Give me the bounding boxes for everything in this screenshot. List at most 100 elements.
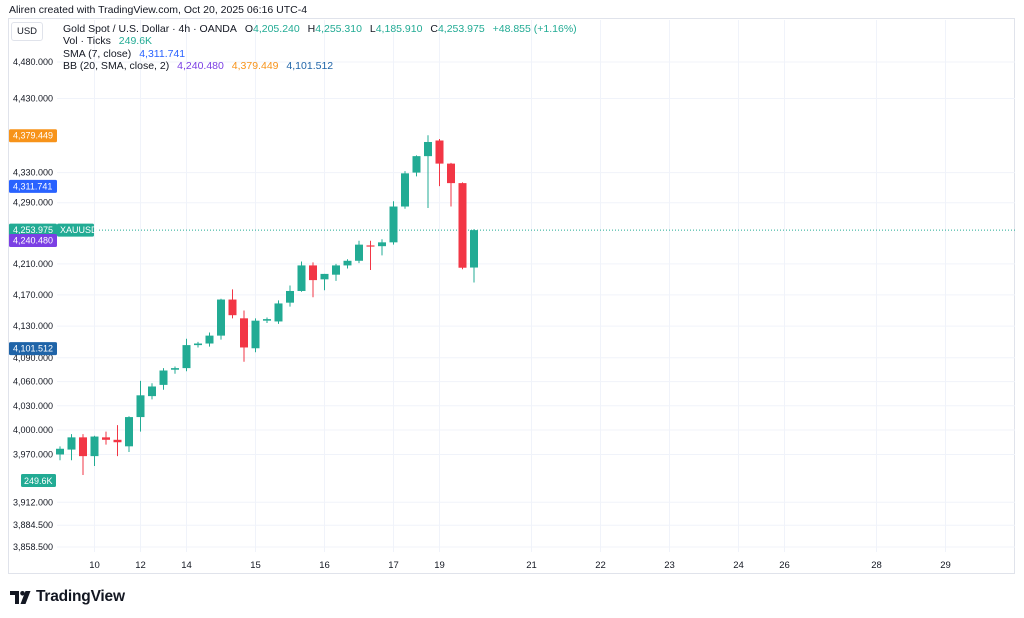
legend-volume-row[interactable]: Vol · Ticks 249.6K xyxy=(63,35,577,47)
legend-sma-value: 4,311.741 xyxy=(139,47,186,60)
candle-body xyxy=(355,244,363,261)
candle-body xyxy=(458,183,467,268)
candle-down[interactable] xyxy=(435,139,444,187)
bb-basis-tag: 4,240.480 xyxy=(9,233,57,247)
candle-up[interactable] xyxy=(274,300,283,324)
candle-up[interactable] xyxy=(159,368,168,390)
candle-down[interactable] xyxy=(79,434,87,476)
candle-up[interactable] xyxy=(67,434,76,461)
candle-down[interactable] xyxy=(458,182,467,270)
legend-bb-label: BB (20, SMA, close, 2) xyxy=(63,59,170,72)
candle-up[interactable] xyxy=(320,273,329,291)
candle-down[interactable] xyxy=(309,262,317,298)
candle-up[interactable] xyxy=(412,155,421,177)
price-tags: 4,379.449 4,311.741 4,253.975 XAUUSD 4,240.4… xyxy=(9,129,98,487)
candle-down[interactable] xyxy=(447,162,455,207)
bb-lower-tag-text: 4,101.512 xyxy=(13,344,53,354)
x-tick-label: 10 xyxy=(89,560,100,571)
legend-close-label: C xyxy=(430,23,438,35)
candle-up[interactable] xyxy=(171,366,179,374)
candle-body xyxy=(67,437,76,450)
bb-upper-tag-text: 4,379.449 xyxy=(13,131,53,141)
candle-up[interactable] xyxy=(401,171,409,209)
candle-down[interactable] xyxy=(240,310,248,362)
legend-high-value: 4,255.310 xyxy=(315,23,362,35)
candle-up[interactable] xyxy=(148,383,156,400)
candle-up[interactable] xyxy=(355,240,363,264)
candle-up[interactable] xyxy=(125,416,133,453)
candle-up[interactable] xyxy=(286,285,294,307)
candle-up[interactable] xyxy=(251,318,260,353)
candle-body xyxy=(332,265,340,275)
legend-bb-upper-value: 4,379.449 xyxy=(231,59,279,72)
candle-body xyxy=(343,260,352,266)
legend-high-label: H xyxy=(307,23,316,35)
y-tick-label: 4,290.000 xyxy=(13,198,53,208)
candle-body xyxy=(366,245,375,247)
volume-tag-bg xyxy=(21,474,56,487)
currency-button[interactable]: USD xyxy=(11,22,43,41)
legend-bb-row[interactable]: BB (20, SMA, close, 2) 4,240.480 4,379.4… xyxy=(63,60,577,72)
candle-body xyxy=(435,140,444,164)
candle-down[interactable] xyxy=(228,289,237,319)
candle-body xyxy=(251,320,260,349)
price-axis: 4,480.000 4,430.000 4,330.000 4,290.000 4,21… xyxy=(13,57,53,552)
last-price-tag-symbol-bg xyxy=(57,223,94,237)
legend-open-label: O xyxy=(244,23,253,35)
tradingview-logo-icon xyxy=(10,590,31,604)
x-tick-label: 28 xyxy=(871,560,882,571)
tradingview-logo[interactable]: TradingView xyxy=(10,588,125,606)
candle-up[interactable] xyxy=(424,135,432,209)
legend-sma-label: SMA (7, close) xyxy=(63,47,132,60)
candle-down[interactable] xyxy=(366,240,375,271)
time-axis: 10 12 14 15 16 17 19 21 22 23 24 26 28 29 xyxy=(89,560,951,571)
x-tick-label: 17 xyxy=(388,560,399,571)
candle-up[interactable] xyxy=(297,261,306,292)
candle-body xyxy=(401,173,409,207)
x-tick-label: 19 xyxy=(434,560,445,571)
candle-body xyxy=(159,370,168,385)
x-tick-label: 29 xyxy=(940,560,951,571)
candle-down[interactable] xyxy=(113,425,122,457)
candle-up[interactable] xyxy=(56,446,64,461)
candle-body xyxy=(274,303,283,322)
x-tick-label: 22 xyxy=(595,560,606,571)
legend-symbol-row[interactable]: Gold Spot / U.S. Dollar · 4h · OANDA O4,… xyxy=(63,23,577,35)
candle-up[interactable] xyxy=(194,341,202,348)
candle-up[interactable] xyxy=(182,338,191,372)
x-tick-label: 16 xyxy=(319,560,330,571)
candle-up[interactable] xyxy=(217,298,225,340)
candle-up[interactable] xyxy=(343,259,352,269)
legend-bb-lower-value: 4,101.512 xyxy=(286,59,334,72)
bb-upper-tag: 4,379.449 xyxy=(9,129,57,143)
legend-sma-row[interactable]: SMA (7, close) 4,311.741 xyxy=(63,48,577,60)
candle-body xyxy=(297,265,306,291)
chart-frame xyxy=(8,18,1015,574)
bb-upper-tag-bg xyxy=(9,129,57,143)
y-tick-label: 3,912.000 xyxy=(13,497,53,507)
candle-up[interactable] xyxy=(136,380,145,432)
candle-up[interactable] xyxy=(205,332,214,347)
candle-body xyxy=(148,386,156,397)
sma-tag-text: 4,311.741 xyxy=(13,181,52,191)
candle-body xyxy=(320,273,329,280)
x-tick-label: 23 xyxy=(664,560,675,571)
y-tick-label: 3,970.000 xyxy=(13,449,53,459)
candle-up[interactable] xyxy=(90,435,99,466)
x-tick-label: 14 xyxy=(181,560,192,571)
y-tick-label: 4,430.000 xyxy=(13,93,53,103)
bb-lower-tag-bg xyxy=(9,342,57,356)
candle-up[interactable] xyxy=(389,201,398,245)
candle-body xyxy=(136,395,145,418)
candle-up[interactable] xyxy=(470,229,478,283)
chart-credit: Aliren created with TradingView.com, Oct… xyxy=(9,4,308,16)
candle-up[interactable] xyxy=(332,263,340,281)
last-price-tag-symbol-text: XAUUSD xyxy=(60,225,98,235)
candle-up[interactable] xyxy=(263,317,271,324)
x-tick-label: 24 xyxy=(733,560,744,571)
candle-body xyxy=(309,265,317,281)
candle-up[interactable] xyxy=(378,239,386,256)
candle-body xyxy=(102,437,110,440)
candle-down[interactable] xyxy=(102,431,110,445)
